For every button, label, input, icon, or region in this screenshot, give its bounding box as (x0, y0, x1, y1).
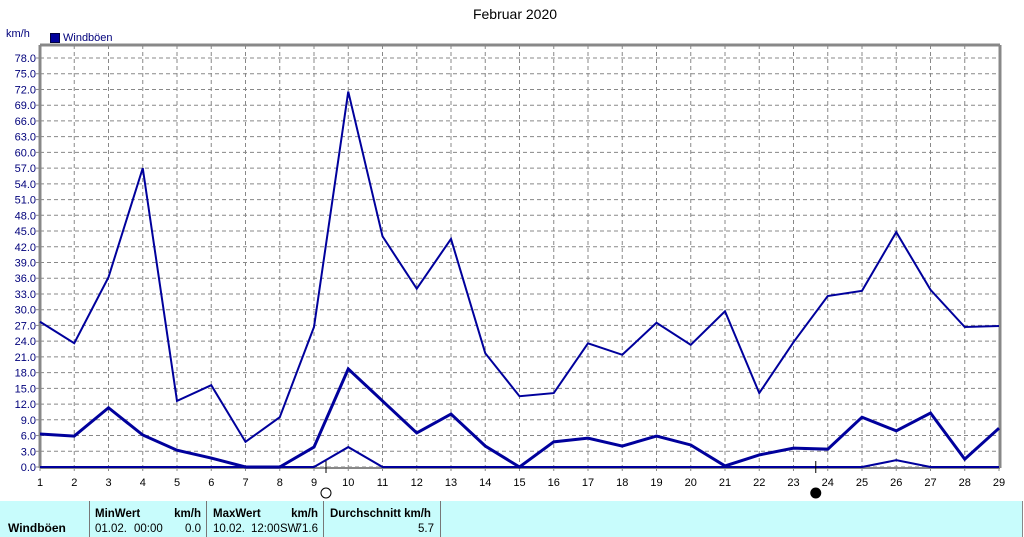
max-time: 12:00 (251, 523, 280, 535)
y-tick-label: 18.0 (15, 368, 36, 380)
x-tick-label: 19 (650, 477, 662, 489)
y-tick-label: 78.0 (15, 53, 36, 65)
x-tick-label: 16 (548, 477, 560, 489)
y-tick-label: 0.0 (21, 462, 36, 474)
y-tick-label: 60.0 (15, 147, 36, 159)
x-tick-label: 8 (277, 477, 283, 489)
x-tick-label: 1 (37, 477, 43, 489)
x-tick-label: 22 (753, 477, 765, 489)
y-tick-label: 63.0 (15, 132, 36, 144)
x-tick-label: 5 (174, 477, 180, 489)
y-axis-unit-label: km/h (6, 28, 30, 40)
min-unit: km/h (174, 508, 201, 520)
y-tick-label: 54.0 (15, 179, 36, 191)
new-moon-icon (810, 487, 822, 499)
x-tick-label: 17 (582, 477, 594, 489)
legend-label: Windböen (63, 32, 113, 44)
y-tick-label: 3.0 (21, 446, 36, 458)
x-tick-label: 18 (616, 477, 628, 489)
full-moon-icon (320, 487, 332, 499)
y-tick-label: 6.0 (21, 431, 36, 443)
min-header: MinWert (95, 508, 141, 520)
max-direction: SW (280, 523, 299, 535)
x-tick-label: 4 (140, 477, 146, 489)
legend: Windböen (50, 32, 113, 44)
y-tick-label: 57.0 (15, 163, 36, 175)
x-tick-label: 2 (71, 477, 77, 489)
y-tick-label: 12.0 (15, 399, 36, 411)
min-date: 01.02. (95, 523, 127, 535)
x-tick-label: 29 (993, 477, 1005, 489)
y-tick-label: 27.0 (15, 320, 36, 332)
y-tick-label: 30.0 (15, 305, 36, 317)
max-unit: km/h (291, 508, 318, 520)
y-tick-label: 51.0 (15, 195, 36, 207)
y-tick-label: 75.0 (15, 69, 36, 81)
chart-title: Februar 2020 (472, 6, 558, 22)
y-tick-label: 36.0 (15, 273, 36, 285)
avg-header: Durchschnitt km/h (330, 508, 431, 520)
stats-min-cell: MinWert km/h 01.02. 00:00 0.0 (89, 501, 207, 537)
min-time: 00:00 (134, 523, 163, 535)
stats-max-cell: MaxWert km/h 10.02. 12:00 SW 71.6 (206, 501, 324, 537)
y-tick-label: 21.0 (15, 352, 36, 364)
x-tick-label: 14 (479, 477, 491, 489)
y-tick-label: 39.0 (15, 258, 36, 270)
x-tick-label: 6 (208, 477, 214, 489)
x-tick-label: 28 (959, 477, 971, 489)
y-tick-label: 72.0 (15, 84, 36, 96)
x-tick-label: 20 (685, 477, 697, 489)
x-tick-label: 26 (890, 477, 902, 489)
stats-series-label: Windböen (8, 521, 66, 535)
x-tick-label: 9 (311, 477, 317, 489)
data-series-line (40, 445, 999, 468)
y-tick-label: 15.0 (15, 383, 36, 395)
y-tick-label: 33.0 (15, 289, 36, 301)
y-tick-label: 9.0 (21, 415, 36, 427)
y-tick-label: 42.0 (15, 242, 36, 254)
x-tick-label: 24 (822, 477, 834, 489)
y-tick-label: 48.0 (15, 210, 36, 222)
x-tick-label: 23 (787, 477, 799, 489)
data-series-line (39, 91, 1000, 444)
line-chart: 0.0 3.0 6.0 9.0 12.0 15.0 18.0 21.0 24.0 27.0 30.0… (15, 43, 1005, 499)
avg-value: 5.7 (418, 523, 434, 535)
x-tick-label: 13 (445, 477, 457, 489)
legend-swatch-icon (50, 33, 60, 43)
stats-avg-cell: Durchschnitt km/h 5.7 (323, 501, 441, 537)
y-tick-label: 24.0 (15, 336, 36, 348)
x-tick-label: 27 (924, 477, 936, 489)
max-header: MaxWert (213, 508, 261, 520)
x-tick-label: 10 (342, 477, 354, 489)
x-tick-label: 21 (719, 477, 731, 489)
x-tick-label: 12 (411, 477, 423, 489)
max-date: 10.02. (213, 523, 245, 535)
y-tick-label: 69.0 (15, 100, 36, 112)
y-tick-label: 66.0 (15, 116, 36, 128)
x-tick-label: 11 (377, 477, 388, 489)
stats-panel: Windböen MinWert km/h 01.02. 00:00 0.0 M… (0, 501, 1023, 537)
max-value: 71.6 (295, 523, 318, 535)
y-tick-label: 45.0 (15, 226, 36, 238)
x-tick-label: 3 (105, 477, 111, 489)
min-value: 0.0 (185, 523, 201, 535)
x-tick-label: 15 (513, 477, 525, 489)
x-tick-label: 25 (856, 477, 868, 489)
x-tick-label: 7 (242, 477, 248, 489)
